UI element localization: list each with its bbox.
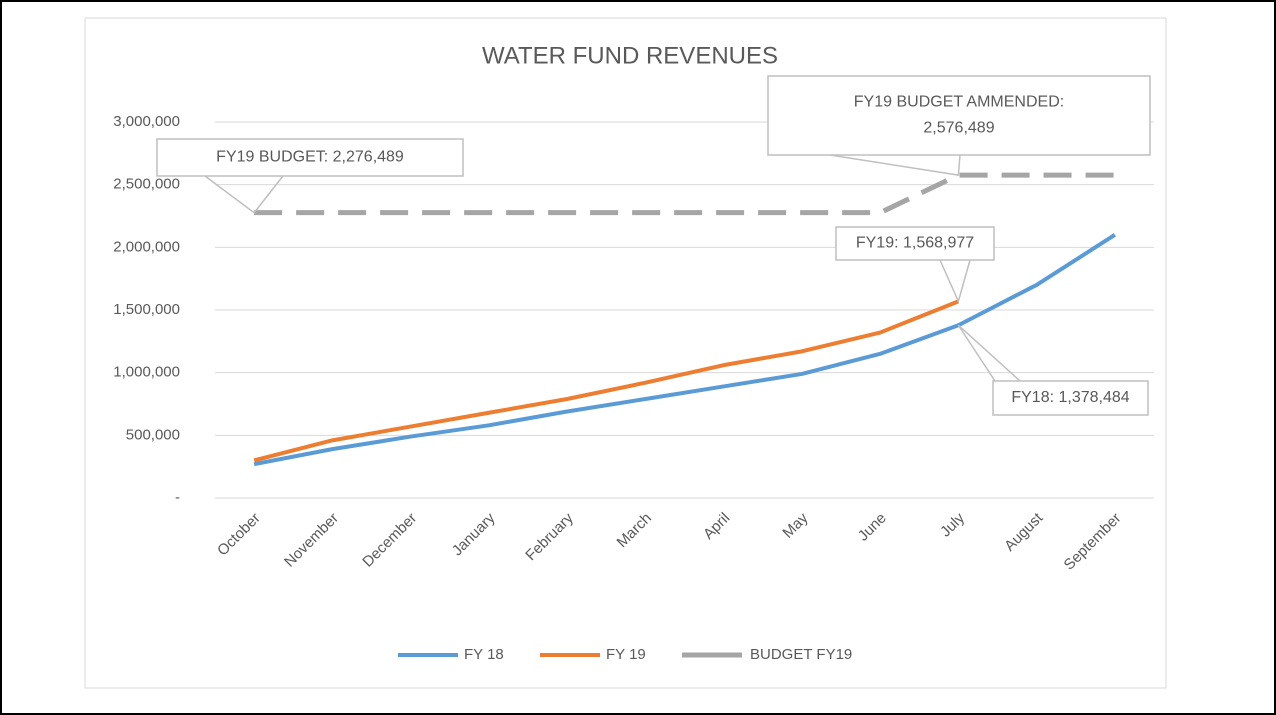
callout-box <box>835 226 995 261</box>
callout-box <box>992 380 1149 416</box>
callout-box <box>767 75 1151 156</box>
legend-label: FY 18 <box>464 646 504 663</box>
y-tick-label: 1,500,000 <box>113 301 180 318</box>
y-tick-label: 2,500,000 <box>113 176 180 193</box>
legend-label: FY 19 <box>606 646 646 663</box>
y-tick-label: 500,000 <box>126 426 180 443</box>
series-line <box>253 299 960 463</box>
y-tick-label: 3,000,000 <box>113 113 180 130</box>
callout-box <box>156 138 464 177</box>
y-tick-label: 1,000,000 <box>113 364 180 381</box>
callout-leader <box>829 154 961 176</box>
chart-title: WATER FUND REVENUES <box>482 42 778 69</box>
y-tick-label: 2,000,000 <box>113 238 180 255</box>
callout-leader <box>204 175 284 214</box>
annotation-text: FY18: 1,378,484 <box>1011 389 1129 406</box>
series-line <box>254 172 1115 216</box>
annotation-text: FY19 BUDGET AMMENDED: <box>854 94 1064 111</box>
annotation-text: FY19: 1,568,977 <box>856 235 974 252</box>
callout-leader <box>939 259 971 304</box>
annotation-text: FY19 BUDGET: 2,276,489 <box>216 149 404 166</box>
callout-leader <box>957 324 1021 382</box>
legend-label: BUDGET FY19 <box>750 646 852 663</box>
annotation-text: 2,576,489 <box>923 120 994 137</box>
y-tick-label: - <box>175 489 180 506</box>
series-line <box>253 233 1116 467</box>
